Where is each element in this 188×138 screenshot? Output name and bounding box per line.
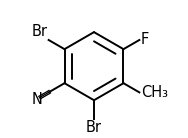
- Text: Br: Br: [32, 24, 48, 39]
- Text: F: F: [141, 32, 149, 47]
- Text: Br: Br: [86, 120, 102, 135]
- Text: N: N: [32, 91, 42, 107]
- Text: CH₃: CH₃: [141, 85, 168, 100]
